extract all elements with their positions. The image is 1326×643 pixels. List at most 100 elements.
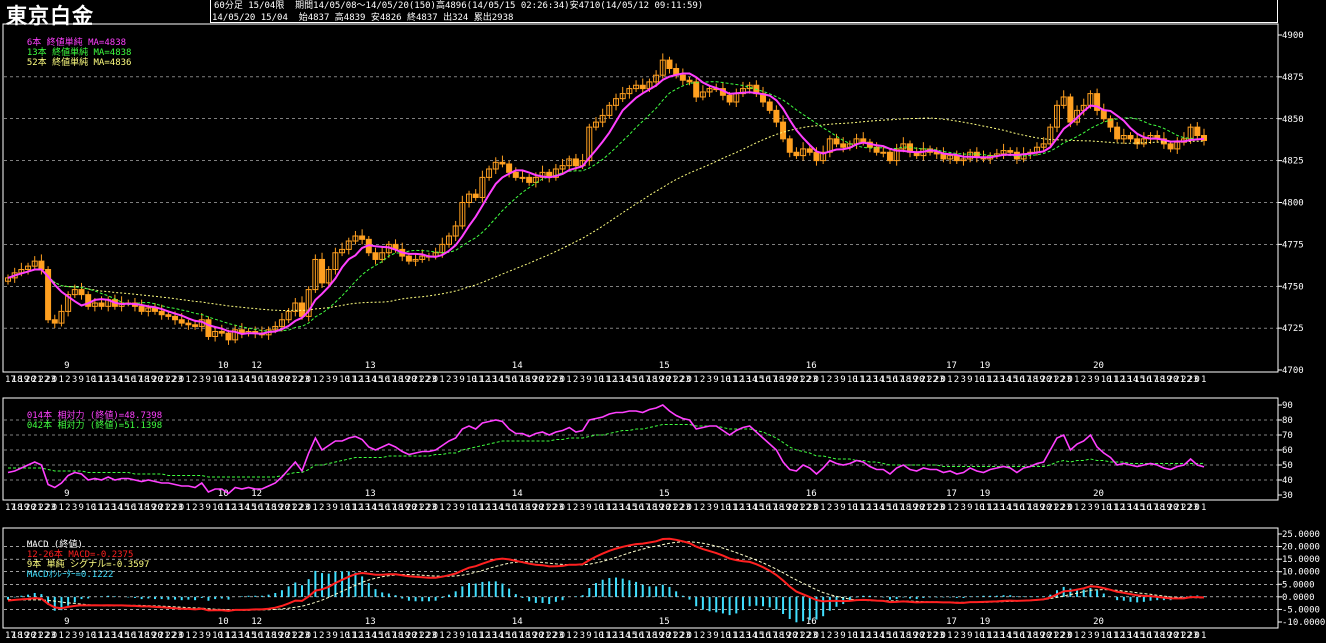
hour-label: 12 — [1114, 375, 1125, 385]
hour-label: 9 — [840, 631, 845, 641]
candle-body — [1167, 143, 1174, 150]
hour-label: 17 — [1021, 375, 1032, 385]
hour-label: 3 — [199, 375, 204, 385]
candle-body — [1100, 109, 1107, 120]
hour-label: 9 — [78, 375, 83, 385]
hour-label: 17 — [1148, 375, 1159, 385]
hour-label: 17 — [132, 503, 143, 513]
hour-label: 18 — [900, 503, 911, 513]
hour-label: 20 — [406, 375, 417, 385]
date-label: 16 — [806, 617, 817, 627]
y-tick-label: 4800 — [1282, 199, 1304, 209]
hour-label: 17 — [5, 375, 16, 385]
hour-label: 22 — [165, 631, 176, 641]
candle-body — [519, 176, 526, 179]
rsi42-legend: 042本 相対力 (終値)=51.1398 — [26, 421, 163, 431]
hour-label: 10 — [1101, 631, 1112, 641]
hour-label: 14 — [112, 503, 123, 513]
hour-label: 9 — [205, 375, 210, 385]
hour-label: 1 — [1201, 375, 1206, 385]
hour-label: 20 — [1168, 503, 1179, 513]
date-label: 16 — [806, 361, 817, 371]
candle-body — [412, 258, 419, 262]
hour-label: 20 — [406, 631, 417, 641]
hour-label: 15 — [1134, 375, 1145, 385]
candle-body — [459, 202, 466, 227]
candle-body — [512, 171, 519, 178]
hour-label: 1 — [820, 631, 825, 641]
hour-label: 3 — [326, 503, 331, 513]
candle-body — [886, 151, 893, 162]
hour-label: 23 — [934, 375, 945, 385]
rsi-legend: 014本 相対力 (終値)=48.7398 042本 相対力 (終値)=51.1… — [16, 401, 162, 431]
hour-label: 16 — [760, 375, 771, 385]
header-bar: 東京白金 60分足 15/04限 期間14/05/08～14/05/20(150… — [0, 0, 1326, 28]
hour-label: 11 — [727, 503, 738, 513]
hour-label: 2 — [192, 375, 197, 385]
hour-label: 21 — [159, 375, 170, 385]
hour-label: 15 — [753, 503, 764, 513]
hour-label: 22 — [1054, 375, 1065, 385]
y-tick-label: 50 — [1282, 461, 1293, 471]
hour-label: 10 — [847, 375, 858, 385]
ma-legend: 6本 終値単純 MA=4838 13本 終値単純 MA=4838 52本 終値単… — [16, 28, 132, 68]
hour-label: 19 — [526, 503, 537, 513]
hour-label: 19 — [18, 631, 29, 641]
y-tick-label: 4700 — [1282, 366, 1304, 376]
hour-label: 13 — [359, 375, 370, 385]
hour-label: 20 — [279, 503, 290, 513]
hour-label: 19 — [1161, 503, 1172, 513]
hour-label: 23 — [172, 375, 183, 385]
hour-label: 20 — [533, 375, 544, 385]
hour-label: 13 — [613, 503, 624, 513]
hour-label: 0 — [813, 631, 818, 641]
hour-label: 11 — [981, 375, 992, 385]
hour-label: 15 — [753, 631, 764, 641]
candle-body — [686, 79, 693, 83]
hour-label: 16 — [506, 503, 517, 513]
candle-body — [445, 235, 452, 245]
hour-label: 21 — [1174, 375, 1185, 385]
hour-label: 17 — [513, 375, 524, 385]
hour-label: 17 — [1148, 503, 1159, 513]
candle-body — [1107, 118, 1114, 128]
hour-label: 11 — [219, 503, 230, 513]
macd-line — [7, 537, 1205, 612]
hour-label: 19 — [272, 503, 283, 513]
candle-body — [232, 329, 239, 341]
hour-label: 16 — [760, 631, 771, 641]
hour-label: 10 — [339, 631, 350, 641]
hour-label: 0 — [306, 375, 311, 385]
hour-label: 15 — [880, 503, 891, 513]
hour-label: 9 — [586, 631, 591, 641]
candle-body — [212, 330, 219, 338]
hour-label: 22 — [38, 503, 49, 513]
candle-body — [158, 310, 165, 316]
hour-label: 21 — [920, 375, 931, 385]
hour-label: 16 — [1014, 375, 1025, 385]
hour-label: 12 — [352, 375, 363, 385]
hour-label: 12 — [733, 631, 744, 641]
hour-label: 11 — [1107, 375, 1118, 385]
hour-label: 14 — [747, 503, 758, 513]
hour-label: 22 — [38, 631, 49, 641]
hour-label: 0 — [1067, 503, 1072, 513]
candle-body — [552, 168, 559, 178]
hour-label: 1 — [185, 503, 190, 513]
hour-label: 21 — [413, 631, 424, 641]
hour-label: 14 — [874, 631, 885, 641]
hour-label: 16 — [506, 631, 517, 641]
hour-label: 13 — [867, 375, 878, 385]
hour-label: 19 — [399, 375, 410, 385]
hour-label: 23 — [426, 631, 437, 641]
hour-label: 11 — [219, 631, 230, 641]
hour-label: 20 — [914, 631, 925, 641]
hour-label: 11 — [92, 375, 103, 385]
hour-label: 13 — [740, 375, 751, 385]
hour-label: 18 — [266, 503, 277, 513]
hour-label: 16 — [633, 503, 644, 513]
hour-label: 19 — [272, 375, 283, 385]
hour-label: 16 — [252, 375, 263, 385]
hour-label: 18 — [519, 503, 530, 513]
hour-label: 23 — [1188, 503, 1199, 513]
